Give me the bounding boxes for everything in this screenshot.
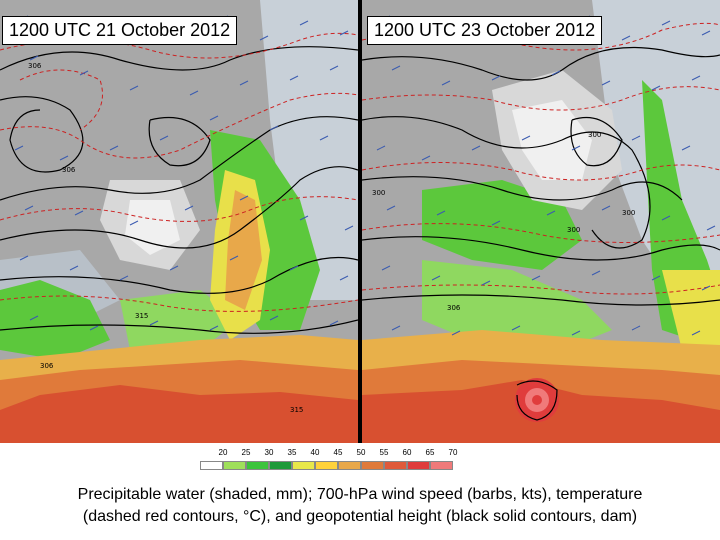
colorbar-tick-label: 60 xyxy=(402,448,412,457)
colorbar-tick-label: 50 xyxy=(356,448,366,457)
colorbar-tick-label: 30 xyxy=(264,448,274,457)
colorbar-swatch xyxy=(246,461,269,470)
height-label: 306 xyxy=(447,304,461,312)
panel-divider xyxy=(358,0,362,443)
colorbar-tick-label: 35 xyxy=(287,448,297,457)
colorbar-tick-label: 40 xyxy=(310,448,320,457)
height-label: 306 xyxy=(28,62,42,70)
colorbar-swatch xyxy=(407,461,430,470)
colorbar-swatch xyxy=(269,461,292,470)
panel-title-right: 1200 UTC 23 October 2012 xyxy=(367,16,603,45)
colorbar-tick-label: 25 xyxy=(241,448,251,457)
colorbar-tick-label: 45 xyxy=(333,448,343,457)
colorbar-tick-label: 20 xyxy=(218,448,228,457)
height-label: 300 xyxy=(622,209,635,217)
colorbar-legend: 20 25 30 35 40 45 50 55 60 65 70 xyxy=(200,448,530,470)
colorbar-swatch xyxy=(292,461,315,470)
colorbar-boxes xyxy=(200,461,530,470)
map-panel-right: 300 300 300 300 306 1200 UTC 23 October … xyxy=(362,0,720,443)
colorbar-tick-label: 65 xyxy=(425,448,435,457)
colorbar-swatch xyxy=(384,461,407,470)
height-label: 300 xyxy=(567,226,580,234)
height-label: 306 xyxy=(40,362,54,370)
caption-line-2: (dashed red contours, °C), and geopotent… xyxy=(82,508,638,525)
colorbar-swatch xyxy=(315,461,338,470)
figure-caption: Precipitable water (shaded, mm); 700-hPa… xyxy=(0,484,720,528)
height-label: 315 xyxy=(135,312,148,320)
colorbar-tick-label: 70 xyxy=(448,448,458,457)
height-label: 315 xyxy=(290,406,303,414)
caption-line-1: Precipitable water (shaded, mm); 700-hPa… xyxy=(77,486,643,503)
height-label: 300 xyxy=(588,131,601,139)
colorbar-swatch xyxy=(361,461,384,470)
map-panel-left: 306 306 315 306 315 1200 UTC 21 October … xyxy=(0,0,358,443)
panel-title-left: 1200 UTC 21 October 2012 xyxy=(2,16,238,45)
height-label: 300 xyxy=(372,189,385,197)
colorbar-swatch xyxy=(223,461,246,470)
colorbar-swatch xyxy=(338,461,361,470)
colorbar-ticks: 20 25 30 35 40 45 50 55 60 65 70 xyxy=(200,448,530,460)
colorbar-swatch xyxy=(430,461,453,470)
colorbar-tick-label: 55 xyxy=(379,448,389,457)
weather-map-right: 300 300 300 300 306 xyxy=(362,0,720,443)
height-label: 306 xyxy=(62,166,76,174)
colorbar-swatch xyxy=(200,461,223,470)
weather-map-left: 306 306 315 306 315 xyxy=(0,0,358,443)
